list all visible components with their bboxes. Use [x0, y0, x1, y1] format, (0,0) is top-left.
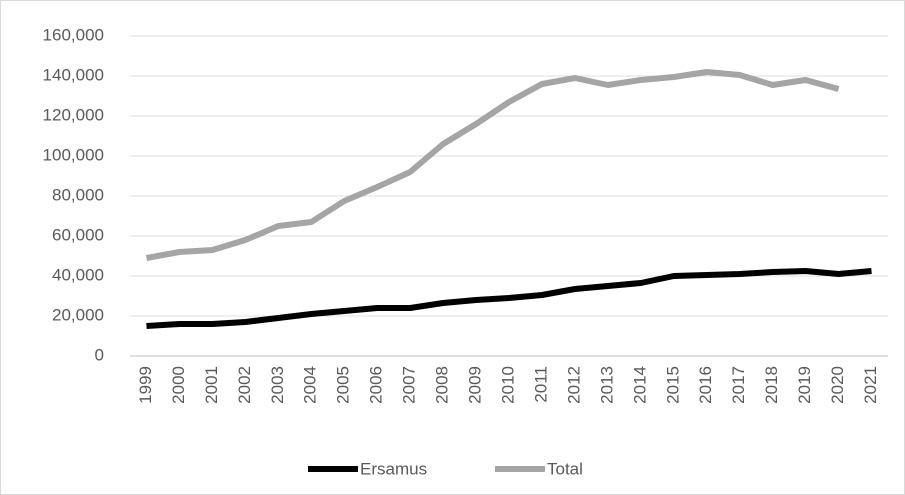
x-tick-label: 2007	[400, 366, 419, 404]
x-tick-label: 2016	[696, 366, 715, 404]
series-line	[146, 268, 872, 329]
y-tick-label: 100,000	[43, 145, 104, 164]
x-tick-label: 2008	[433, 366, 452, 404]
x-tick-label: 2005	[334, 366, 353, 404]
x-tick-label: 2021	[861, 366, 880, 404]
x-tick-label: 2004	[301, 366, 320, 404]
x-tick-label: 2010	[498, 366, 517, 404]
x-tick-label: 2009	[466, 366, 485, 404]
series-line	[145, 69, 840, 261]
y-tick-label: 80,000	[52, 185, 104, 204]
x-tick-label: 1999	[136, 366, 155, 404]
legend-label: Total	[547, 459, 583, 478]
x-tick-label: 2017	[729, 366, 748, 404]
x-tick-label: 2011	[531, 366, 550, 403]
y-tick-label: 160,000	[43, 25, 104, 44]
y-tick-label: 40,000	[52, 265, 104, 284]
x-tick-label: 2001	[202, 366, 221, 404]
x-tick-label: 2013	[597, 366, 616, 404]
y-tick-label: 140,000	[43, 65, 104, 84]
y-tick-label: 60,000	[52, 225, 104, 244]
x-tick-label: 2018	[762, 366, 781, 404]
x-tick-label: 2012	[564, 366, 583, 404]
x-tick-label: 2014	[630, 366, 649, 404]
x-tick-label: 2015	[663, 366, 682, 404]
x-tick-label: 2019	[795, 366, 814, 404]
y-tick-label: 0	[95, 345, 104, 364]
legend-label: Ersamus	[360, 459, 427, 478]
x-tick-label: 2003	[268, 366, 287, 404]
y-tick-label: 120,000	[43, 105, 104, 124]
y-tick-label: 20,000	[52, 305, 104, 324]
x-tick-label: 2000	[169, 366, 188, 404]
x-tick-label: 2002	[235, 366, 254, 404]
x-tick-label: 2006	[367, 366, 386, 404]
x-tick-label: 2020	[828, 366, 847, 404]
